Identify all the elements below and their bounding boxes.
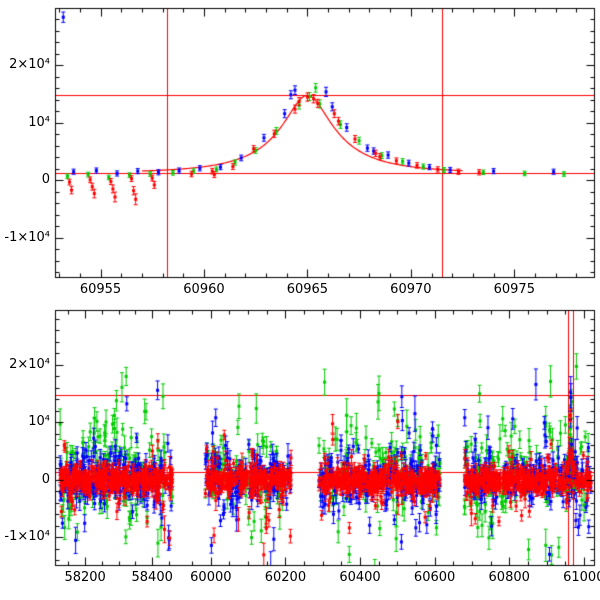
light-curve-plot-canvas bbox=[0, 0, 600, 600]
light-curve-figure: 60955 60960 60965 60970 60975 2×10⁴ 10⁴ 0 -1×10⁴… bbox=[0, 0, 600, 600]
